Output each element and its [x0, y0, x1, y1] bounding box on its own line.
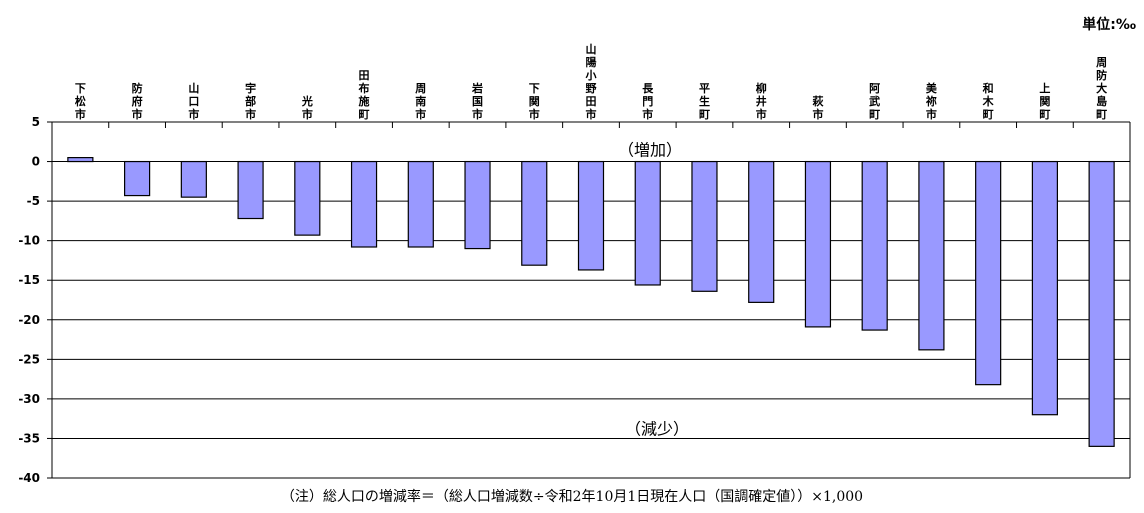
x-category-label: 田布施町: [359, 69, 370, 121]
y-tick-label: -35: [18, 431, 40, 445]
bar: [464, 160, 491, 250]
x-category-label: 山口市: [188, 81, 199, 121]
decrease-annotation: （減少）: [625, 419, 689, 438]
x-category-label: 長門市: [642, 82, 654, 121]
bar: [861, 160, 888, 331]
y-tick-label: -5: [27, 194, 40, 208]
bar: [1088, 160, 1115, 447]
bar: [975, 160, 1002, 386]
bar: [350, 160, 378, 248]
bar: [634, 160, 661, 286]
y-tick-label: -30: [18, 392, 40, 406]
y-tick-label: 0: [32, 155, 40, 169]
y-tick-label: 5: [32, 115, 40, 129]
unit-label: 単位:‰: [1082, 17, 1136, 33]
bar-chart: 5 0 -5 -10 -15 -20 -25 -30 -35 -40 下松市 防府市 山口市 宇部市 光市 田…: [18, 42, 1131, 485]
bar: [577, 160, 605, 271]
x-category-label: 阿武町: [869, 81, 880, 121]
bar: [804, 160, 832, 328]
x-category-label: 平生町: [699, 82, 710, 121]
y-tick-label: -15: [18, 273, 40, 287]
x-category-label: 周防大島町: [1096, 56, 1107, 121]
y-tick-label: -40: [18, 471, 40, 485]
bar: [1031, 160, 1058, 416]
x-category-label: 美祢市: [926, 81, 938, 121]
x-category-label: 柳井市: [756, 81, 767, 121]
increase-annotation: （増加）: [618, 141, 682, 160]
bar: [180, 160, 207, 198]
y-tick-label: -25: [18, 352, 40, 366]
y-tick-label: -10: [18, 234, 40, 248]
x-category-label: 周南市: [415, 82, 426, 121]
x-category-label: 岩国市: [471, 81, 483, 121]
x-category-label: 和木町: [982, 81, 995, 121]
x-category-label: 宇部市: [245, 81, 256, 121]
bar: [237, 160, 264, 220]
bar: [294, 160, 321, 236]
x-category-label: 防府市: [132, 81, 143, 121]
x-category-label: 上関町: [1039, 81, 1050, 121]
bar: [521, 160, 548, 266]
bar: [124, 160, 151, 197]
bar: [918, 160, 945, 351]
footnote: （注）総人口の増減率＝（総人口増減数÷令和2年10月1日現在人口（国調確定値））…: [280, 489, 864, 505]
x-category-label: 萩市: [811, 94, 823, 121]
bar: [691, 160, 718, 292]
x-category-label: 下関市: [529, 82, 540, 121]
x-category-label: 山陽小野田市: [585, 42, 597, 121]
bar: [67, 157, 94, 163]
bar: [407, 160, 434, 248]
bar: [748, 160, 775, 303]
y-tick-label: -20: [18, 313, 40, 327]
x-category-label: 光市: [301, 94, 313, 121]
x-category-label: 下松市: [75, 82, 86, 121]
